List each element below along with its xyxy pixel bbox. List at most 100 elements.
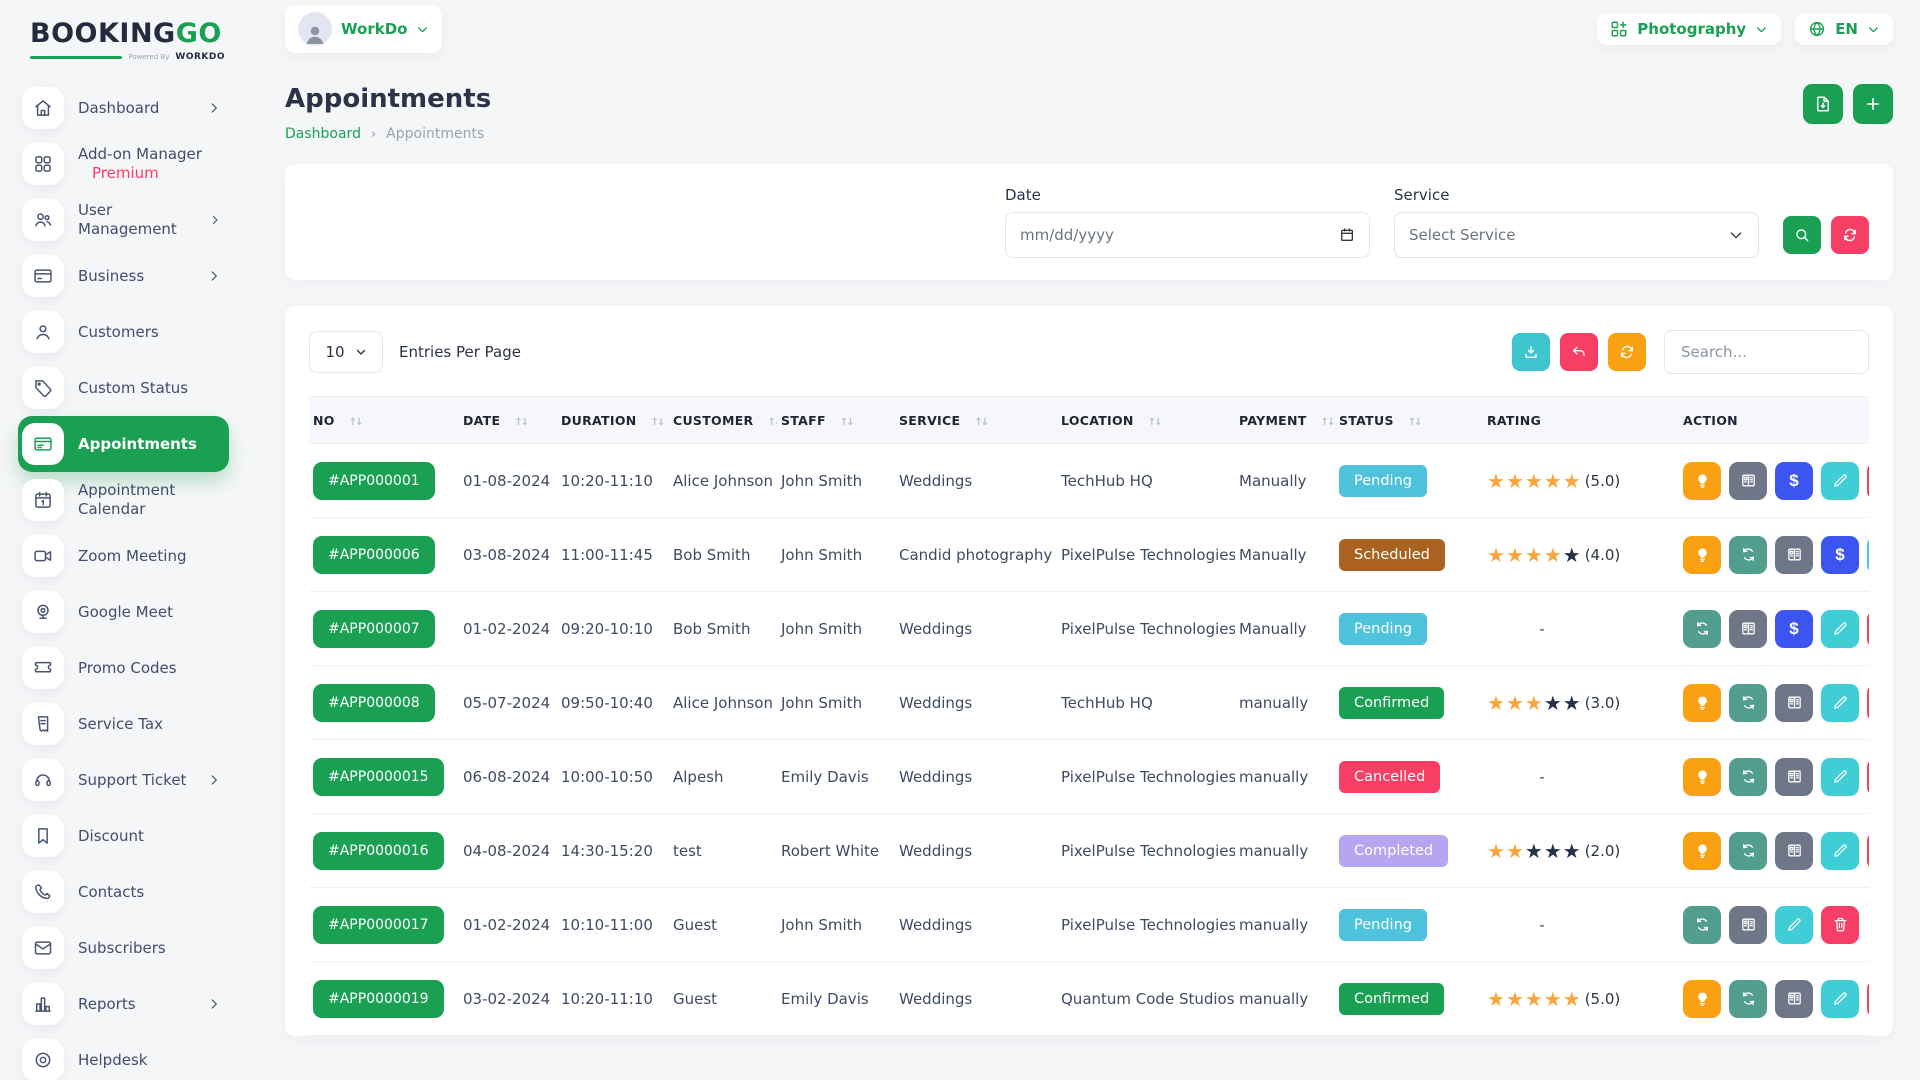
sort-icon[interactable]: ↑↓ xyxy=(839,416,855,428)
column-header-no[interactable]: NO ↑↓ xyxy=(309,396,459,444)
filter-reset-button[interactable] xyxy=(1831,216,1869,254)
action-trash-button-clipped[interactable] xyxy=(1867,831,1869,870)
action-dollar-button[interactable]: $ xyxy=(1775,609,1813,648)
sort-icon[interactable]: ↑↓ xyxy=(1407,416,1423,428)
sidebar-item-custom-status[interactable]: Custom Status xyxy=(18,360,229,416)
appointment-no-badge[interactable]: #APP0000017 xyxy=(313,905,444,944)
action-trash-button-clipped[interactable] xyxy=(1867,979,1869,1018)
action-invoice-button[interactable] xyxy=(1729,609,1767,648)
sidebar-item-reports[interactable]: Reports xyxy=(18,976,229,1032)
action-bulb-button[interactable] xyxy=(1683,461,1721,500)
action-pencil-button[interactable] xyxy=(1821,757,1859,796)
action-dollar-button[interactable]: $ xyxy=(1775,461,1813,500)
action-bulb-button[interactable] xyxy=(1683,683,1721,722)
sidebar-item-customers[interactable]: Customers xyxy=(18,304,229,360)
action-trash-button-clipped[interactable] xyxy=(1867,609,1869,648)
sort-icon[interactable]: ↑↓ xyxy=(1147,416,1163,428)
action-sync-button[interactable] xyxy=(1729,831,1767,870)
action-bulb-button[interactable] xyxy=(1683,831,1721,870)
sort-icon[interactable]: ↑↓ xyxy=(974,416,989,428)
sidebar-item-zoom-meeting[interactable]: Zoom Meeting xyxy=(18,528,229,584)
action-bulb-button[interactable] xyxy=(1683,535,1721,574)
action-trash-button-clipped[interactable] xyxy=(1867,461,1869,500)
appointment-no-badge[interactable]: #APP000001 xyxy=(313,461,435,500)
filter-search-button[interactable] xyxy=(1783,216,1821,254)
sidebar-item-user-management[interactable]: User Management xyxy=(18,192,229,248)
sidebar-item-helpdesk[interactable]: Helpdesk xyxy=(18,1032,229,1080)
action-bulb-button[interactable] xyxy=(1683,757,1721,796)
action-pencil-button[interactable] xyxy=(1821,609,1859,648)
action-pencil-button[interactable] xyxy=(1821,461,1859,500)
sidebar-item-service-tax[interactable]: Service Tax xyxy=(18,696,229,752)
action-trash-button[interactable] xyxy=(1821,905,1859,944)
add-appointment-button[interactable] xyxy=(1853,84,1893,124)
refresh-button[interactable] xyxy=(1608,333,1646,371)
module-switcher[interactable]: Photography xyxy=(1597,13,1782,45)
sort-icon[interactable]: ↑↓ xyxy=(348,416,364,428)
appointment-no-badge[interactable]: #APP0000015 xyxy=(313,757,444,796)
action-trash-button-clipped[interactable] xyxy=(1867,757,1869,796)
action-invoice-button[interactable] xyxy=(1775,757,1813,796)
action-dollar-button[interactable]: $ xyxy=(1821,535,1859,574)
appointment-no-badge[interactable]: #APP000006 xyxy=(313,535,435,574)
action-pencil-button[interactable] xyxy=(1821,683,1859,722)
column-header-status[interactable]: STATUS ↑↓ xyxy=(1335,396,1483,444)
date-input[interactable]: mm/dd/yyyy xyxy=(1005,212,1370,258)
column-header-staff[interactable]: STAFF ↑↓ xyxy=(777,396,895,444)
action-invoice-button[interactable] xyxy=(1729,905,1767,944)
sidebar-item-business[interactable]: Business xyxy=(18,248,229,304)
download-button[interactable] xyxy=(1512,333,1550,371)
sidebar-item-subscribers[interactable]: Subscribers xyxy=(18,920,229,976)
action-sync-button[interactable] xyxy=(1683,905,1721,944)
sidebar-item-add-on-manager[interactable]: Add-on Manager Premium xyxy=(18,136,229,192)
sidebar-item-appointment-calendar[interactable]: Appointment Calendar xyxy=(18,472,229,528)
export-button[interactable] xyxy=(1803,84,1843,124)
action-pencil-button[interactable] xyxy=(1821,831,1859,870)
sidebar-item-google-meet[interactable]: Google Meet xyxy=(18,584,229,640)
action-invoice-button[interactable] xyxy=(1775,979,1813,1018)
action-sync-button[interactable] xyxy=(1683,609,1721,648)
action-invoice-button[interactable] xyxy=(1729,461,1767,500)
action-invoice-button[interactable] xyxy=(1775,535,1813,574)
sidebar-item-promo-codes[interactable]: Promo Codes xyxy=(18,640,229,696)
action-bulb-button[interactable] xyxy=(1683,979,1721,1018)
appointment-no-badge[interactable]: #APP0000016 xyxy=(313,831,444,870)
action-sync-button[interactable] xyxy=(1729,535,1767,574)
sidebar-item-discount[interactable]: Discount xyxy=(18,808,229,864)
breadcrumb-dashboard-link[interactable]: Dashboard xyxy=(285,126,361,142)
action-pencil-button[interactable] xyxy=(1821,979,1859,1018)
sort-icon[interactable]: ↑↓ xyxy=(650,416,666,428)
column-header-customer[interactable]: CUSTOMER↑↓ xyxy=(669,396,777,444)
action-trash-button-clipped[interactable] xyxy=(1867,683,1869,722)
column-header-service[interactable]: SERVICE ↑↓ xyxy=(895,396,1057,444)
appointment-no-badge[interactable]: #APP0000019 xyxy=(313,979,444,1018)
column-header-date[interactable]: DATE ↑↓ xyxy=(459,396,557,444)
sort-icon[interactable]: ↑↓ xyxy=(767,416,777,428)
action-sync-button[interactable] xyxy=(1729,979,1767,1018)
action-pencil-button[interactable] xyxy=(1775,905,1813,944)
language-switcher[interactable]: EN xyxy=(1795,13,1893,45)
action-pencil-button-clipped[interactable] xyxy=(1867,535,1869,574)
undo-button[interactable] xyxy=(1560,333,1598,371)
column-header-payment[interactable]: PAYMENT ↑↓ xyxy=(1235,396,1335,444)
sidebar-item-appointments[interactable]: Appointments xyxy=(18,416,229,472)
sidebar-item-dashboard[interactable]: Dashboard xyxy=(18,80,229,136)
action-sync-button[interactable] xyxy=(1729,683,1767,722)
appointment-no-badge[interactable]: #APP000007 xyxy=(313,609,435,648)
action-sync-button[interactable] xyxy=(1729,757,1767,796)
table-search-input[interactable] xyxy=(1664,330,1869,374)
action-invoice-button[interactable] xyxy=(1775,683,1813,722)
sort-icon[interactable]: ↑↓ xyxy=(1320,416,1335,428)
entries-per-page-select[interactable]: 10 xyxy=(309,331,383,373)
appointment-no-badge[interactable]: #APP000008 xyxy=(313,683,435,722)
calendar-icon[interactable] xyxy=(1339,227,1355,243)
column-header-location[interactable]: LOCATION ↑↓ xyxy=(1057,396,1235,444)
column-header-duration[interactable]: DURATION ↑↓ xyxy=(557,396,669,444)
action-invoice-button[interactable] xyxy=(1775,831,1813,870)
column-header-rating[interactable]: RATING xyxy=(1483,396,1679,444)
workspace-switcher[interactable]: WorkDo xyxy=(285,5,443,53)
sidebar-item-contacts[interactable]: Contacts xyxy=(18,864,229,920)
brand-logo[interactable]: BOOKINGGO Powered By WORKDO xyxy=(18,14,229,72)
service-select[interactable]: Select Service xyxy=(1394,212,1759,258)
column-header-action[interactable]: ACTION xyxy=(1679,396,1869,444)
